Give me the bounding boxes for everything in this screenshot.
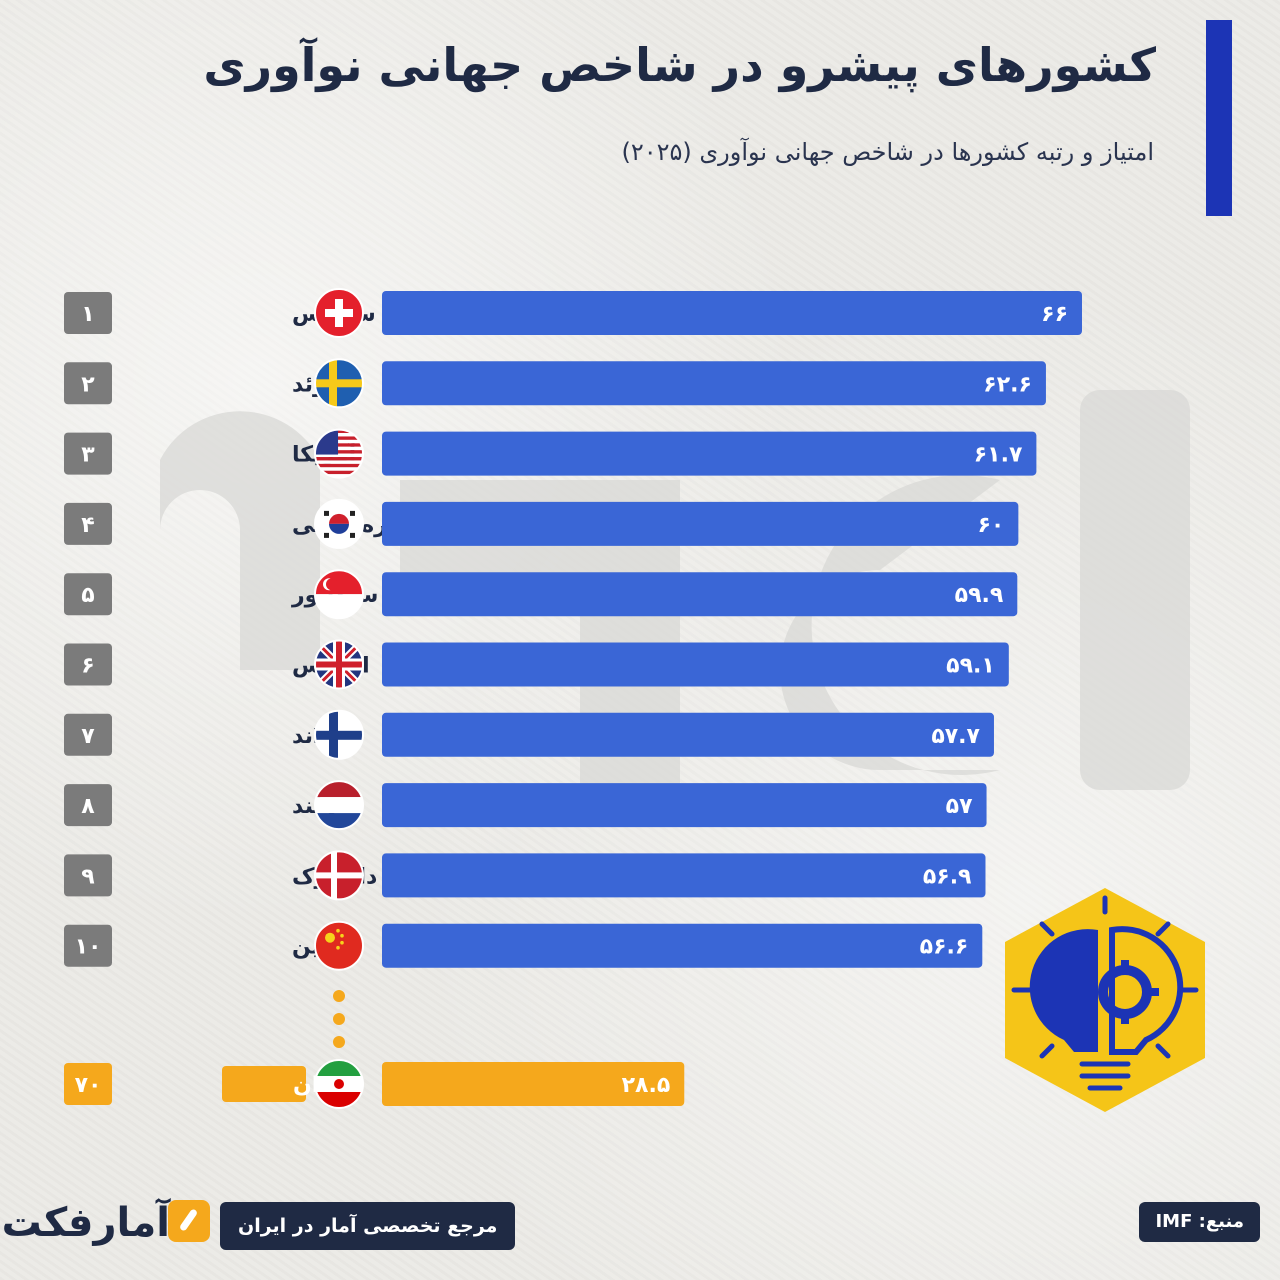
bar [382,712,994,757]
data-label: ۵۷ [946,794,973,819]
rank-badge [64,432,112,475]
rank-label: ۱ [81,302,94,327]
uk-flag-icon [314,639,364,690]
rank-label: ۸ [81,794,95,819]
south-korea-flag-icon [314,498,364,549]
rank-label: ۱۰ [75,935,102,960]
rank-badge [64,643,112,686]
data-label: ۵۷.۷ [931,724,980,749]
rank-label: ۷ [81,724,95,749]
chart-subtitle: امتیاز و رتبه کشورها در شاخص جهانی نوآور… [621,138,1154,166]
title-accent-bar [1206,20,1232,216]
rank-badge [64,784,112,827]
bar [382,642,1009,687]
china-flag-icon [314,920,364,971]
ellipsis-dot [333,990,345,1002]
chart-row: ۹دانمارک۵۶.۹ [64,850,986,901]
chart-row: ۵سنگاپور۵۹.۹ [64,569,1018,620]
data-label: ۵۶.۶ [920,935,969,960]
bar [382,783,987,828]
netherlands-flag-icon [314,780,364,831]
ellipsis-dot [333,1036,345,1048]
watermark-logo [160,390,1190,790]
data-label: ۶۲.۶ [983,372,1032,397]
chart-row: ۳آمریکا۶۱.۷ [64,428,1037,479]
chart-row: ۱۰ چین ۵۶.۶ [64,920,983,971]
chart-title: کشورهای پیشرو در شاخص جهانی نوآوری [203,38,1156,92]
rank-label: ۶ [81,654,94,679]
bar [382,853,986,898]
switzerland-flag-icon [314,288,364,338]
rank-label: ۹ [81,864,94,889]
bar [382,501,1019,546]
chart-row: ۷فنلاند۵۷.۷ [64,709,994,760]
category-highlight [222,1066,306,1102]
rank-label: ۵ [81,583,94,608]
rank-label: ۷۰ [75,1073,102,1098]
bar [382,291,1082,335]
rank-label: ۴ [81,513,94,538]
rank-badge [64,292,112,334]
chart-row: ۷۰ایران۲۸.۵ [64,1059,685,1109]
rank-badge [64,713,112,756]
brand-tagline: مرجع تخصصی آمار در ایران [220,1202,516,1250]
bar [382,1062,685,1106]
rank-badge [64,924,112,967]
ellipsis-dot [333,1013,345,1025]
source-label: منبع: IMF [1139,1202,1260,1242]
rank-badge [64,502,112,545]
iran-flag-icon [314,1059,364,1109]
chart-row: ۴کره‌جنوبی۶۰ [64,498,1019,549]
data-label: ۵۹.۹ [955,583,1004,608]
data-label: ۵۶.۹ [923,864,972,889]
rank-badge [64,362,112,405]
chart-row: ۱سوئیس۶۶ [64,288,1082,338]
rank-label: ۳ [81,443,95,468]
rank-badge [64,1063,112,1105]
singapore-flag-icon [314,569,364,620]
chart-row: ۶انگلیس۵۹.۱ [64,639,1009,690]
finland-flag-icon [314,709,364,760]
bar [382,923,983,968]
bar [382,431,1037,476]
chart-row: ۸ هلند ۵۷ [64,780,987,831]
data-label: ۲۸.۵ [622,1073,671,1098]
data-label: ۵۹.۱ [946,654,995,679]
data-label: ۶۶ [1041,302,1068,327]
bar [382,361,1046,406]
sweden-flag-icon [314,358,364,409]
bar [382,572,1018,617]
brand-mark-icon [168,1200,210,1242]
brand-logo: آمارفکت [1,1200,170,1246]
data-label: ۶۰ [978,513,1005,538]
usa-flag-icon [314,428,364,479]
rank-badge [64,573,112,616]
denmark-flag-icon [314,850,364,901]
lightbulb-gear-icon [1005,888,1205,1112]
rank-badge [64,854,112,897]
chart-row: ۲سوئد۶۲.۶ [64,358,1046,409]
data-label: ۶۱.۷ [974,443,1023,468]
rank-label: ۲ [81,372,95,397]
